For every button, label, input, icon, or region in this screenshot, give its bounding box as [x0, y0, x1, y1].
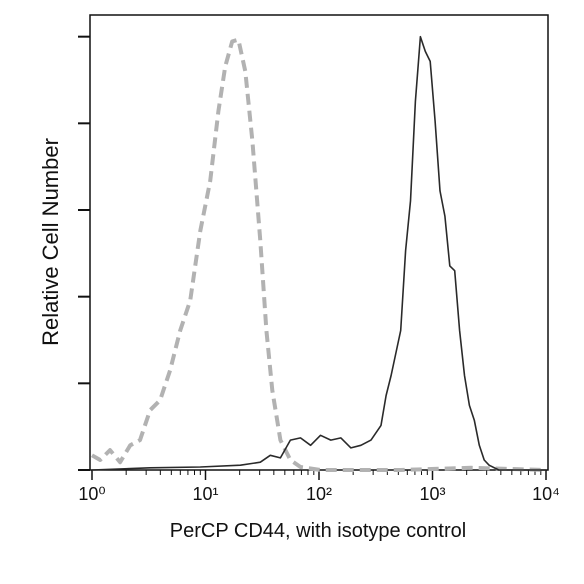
histogram-line	[91, 35, 546, 471]
plot-frame	[89, 14, 549, 471]
x-axis-label: PerCP CD44, with isotype control	[170, 520, 466, 542]
x-tick-label: 10⁰	[78, 484, 105, 504]
histogram-line	[91, 37, 547, 472]
x-tick-label: 10³	[419, 484, 445, 504]
x-tick-label: 10¹	[192, 484, 218, 504]
x-tick-label: 10²	[306, 484, 332, 504]
x-tick-label: 10⁴	[532, 484, 560, 504]
y-axis-label: Relative Cell Number	[38, 138, 63, 346]
